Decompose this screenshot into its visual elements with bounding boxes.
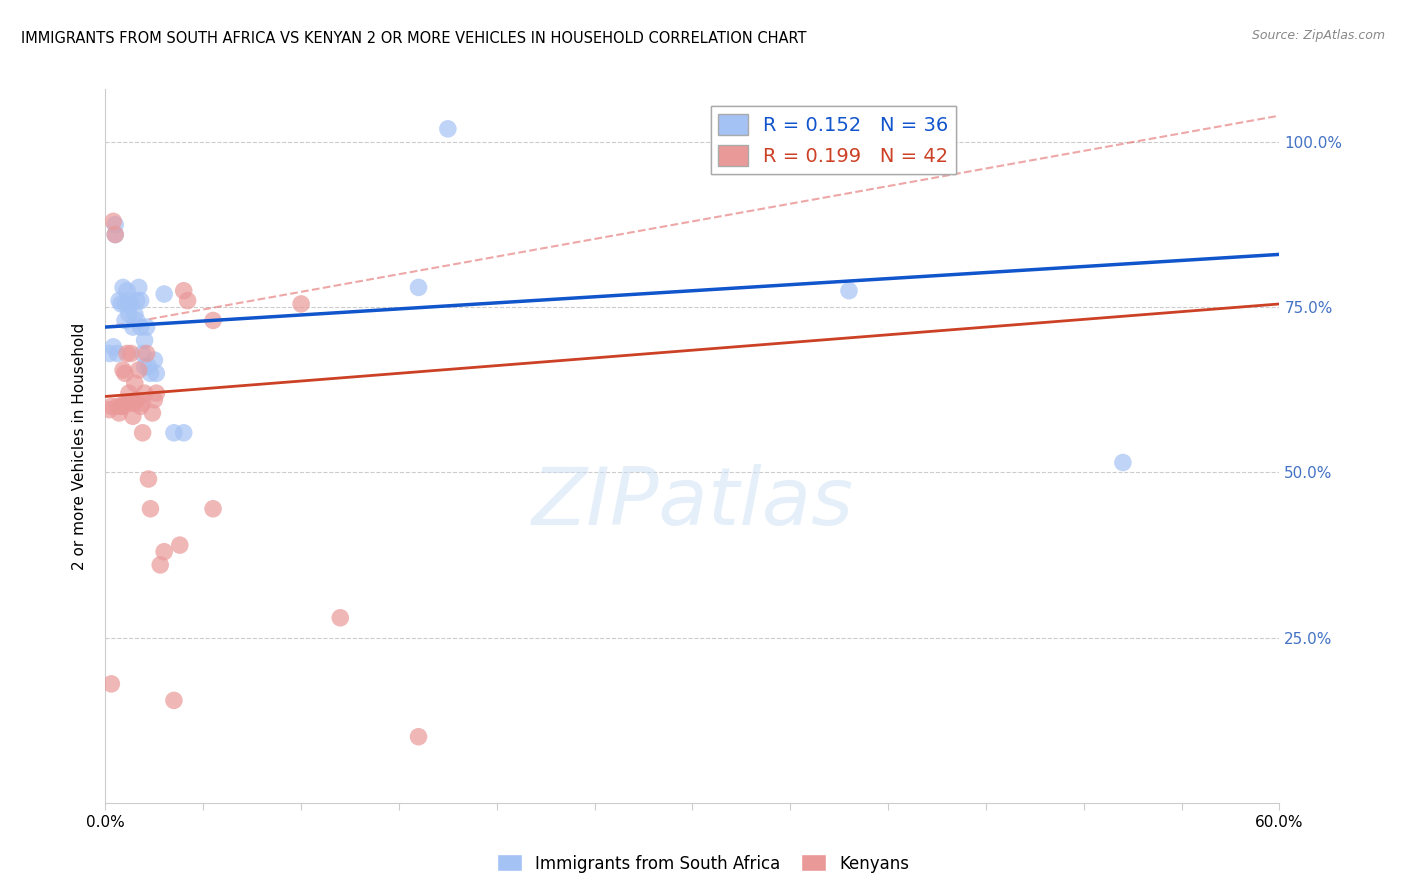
Text: ZIPatlas: ZIPatlas	[531, 464, 853, 542]
Y-axis label: 2 or more Vehicles in Household: 2 or more Vehicles in Household	[72, 322, 87, 570]
Point	[134, 386, 156, 401]
Point	[134, 333, 156, 347]
Legend: R = 0.152   N = 36, R = 0.199   N = 42: R = 0.152 N = 36, R = 0.199 N = 42	[710, 106, 956, 174]
Point	[115, 346, 138, 360]
Point	[108, 406, 131, 420]
Point	[408, 280, 430, 294]
Point	[120, 297, 142, 311]
Point	[329, 611, 352, 625]
Text: Source: ZipAtlas.com: Source: ZipAtlas.com	[1251, 29, 1385, 42]
Point	[129, 400, 152, 414]
Point	[124, 396, 146, 410]
Point	[118, 307, 141, 321]
Point	[104, 218, 127, 232]
Point	[112, 400, 135, 414]
Point	[131, 346, 153, 360]
Point	[114, 367, 136, 381]
Point	[838, 284, 860, 298]
Point	[125, 392, 148, 407]
Point	[104, 227, 127, 242]
Point	[124, 376, 146, 391]
Point	[139, 501, 162, 516]
Point	[139, 367, 162, 381]
Point	[121, 409, 143, 424]
Point	[173, 425, 195, 440]
Point	[176, 293, 198, 308]
Point	[98, 346, 121, 360]
Text: IMMIGRANTS FROM SOUTH AFRICA VS KENYAN 2 OR MORE VEHICLES IN HOUSEHOLD CORRELATI: IMMIGRANTS FROM SOUTH AFRICA VS KENYAN 2…	[21, 31, 807, 46]
Point	[98, 402, 121, 417]
Point	[112, 363, 135, 377]
Point	[112, 280, 135, 294]
Point	[125, 293, 148, 308]
Point	[408, 730, 430, 744]
Point	[115, 284, 138, 298]
Point	[1112, 456, 1135, 470]
Point	[114, 396, 136, 410]
Point	[437, 121, 460, 136]
Point	[108, 293, 131, 308]
Point	[110, 400, 132, 414]
Point	[114, 297, 136, 311]
Point	[145, 367, 167, 381]
Point	[173, 284, 195, 298]
Point	[120, 346, 142, 360]
Point	[145, 386, 167, 401]
Point	[114, 313, 136, 327]
Point	[110, 297, 132, 311]
Point	[290, 297, 312, 311]
Point	[104, 227, 127, 242]
Point	[163, 693, 186, 707]
Point	[121, 320, 143, 334]
Point	[143, 353, 166, 368]
Point	[138, 359, 160, 374]
Point	[118, 386, 141, 401]
Point	[105, 400, 128, 414]
Point	[100, 677, 122, 691]
Point	[141, 406, 163, 420]
Legend: Immigrants from South Africa, Kenyans: Immigrants from South Africa, Kenyans	[491, 847, 915, 880]
Point	[138, 472, 160, 486]
Point	[131, 425, 153, 440]
Point	[103, 340, 125, 354]
Point	[149, 558, 172, 572]
Point	[129, 293, 152, 308]
Point	[131, 396, 153, 410]
Point	[124, 307, 146, 321]
Point	[135, 320, 157, 334]
Point	[135, 346, 157, 360]
Point	[134, 359, 156, 374]
Point	[128, 363, 150, 377]
Point	[143, 392, 166, 407]
Point	[202, 501, 225, 516]
Point	[163, 425, 186, 440]
Point	[125, 313, 148, 327]
Point	[169, 538, 191, 552]
Point	[118, 293, 141, 308]
Point	[103, 214, 125, 228]
Point	[202, 313, 225, 327]
Point	[153, 545, 176, 559]
Point	[105, 346, 128, 360]
Point	[129, 320, 152, 334]
Point	[153, 287, 176, 301]
Point	[100, 400, 122, 414]
Point	[120, 396, 142, 410]
Point	[128, 280, 150, 294]
